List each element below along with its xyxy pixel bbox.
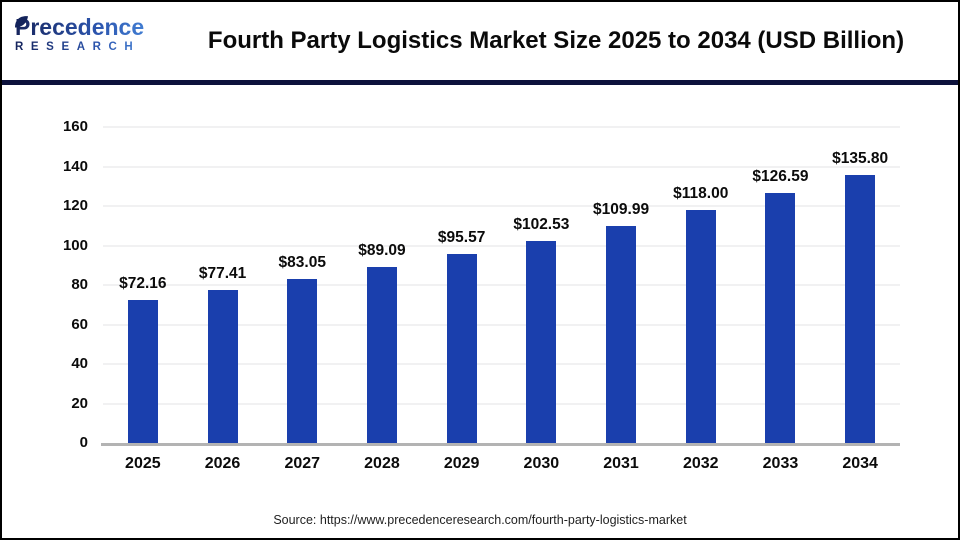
bar-value-label-2027: $83.05 xyxy=(278,253,326,271)
x-axis-line xyxy=(101,443,900,446)
x-tick-2033: 2033 xyxy=(762,455,799,472)
x-tick-2025: 2025 xyxy=(125,455,161,472)
leaf-icon xyxy=(14,7,29,33)
gridline-40 xyxy=(103,363,900,365)
gridline-160 xyxy=(103,126,900,128)
y-tick-120: 120 xyxy=(62,197,88,214)
bar-value-label-2030: $102.53 xyxy=(513,215,570,233)
gridline-140 xyxy=(103,165,900,168)
y-tick-140: 140 xyxy=(62,157,88,175)
x-tick-2028: 2028 xyxy=(364,455,400,472)
bar-value-label-2025: $72.16 xyxy=(119,275,167,293)
bar-2034 xyxy=(845,174,876,443)
gridline-60 xyxy=(103,323,900,326)
y-tick-0: 0 xyxy=(79,434,88,451)
y-tick-40: 40 xyxy=(71,355,88,372)
bar-2032 xyxy=(685,209,716,443)
bar-value-label-2026: $77.41 xyxy=(198,265,247,283)
bar-2028 xyxy=(366,267,397,443)
bar-value-label-2032: $118.00 xyxy=(673,184,729,202)
gridline-20 xyxy=(103,402,900,405)
y-tick-80: 80 xyxy=(71,276,88,293)
bar-2025 xyxy=(127,300,158,443)
logo-text-research: RESEARCH xyxy=(15,41,165,53)
x-tick-2026: 2026 xyxy=(204,455,241,472)
bar-2029 xyxy=(446,254,477,443)
x-tick-2031: 2031 xyxy=(603,455,639,472)
y-tick-20: 20 xyxy=(71,394,88,412)
source-text: Source: https://www.precedenceresearch.c… xyxy=(273,513,687,527)
x-tick-2027: 2027 xyxy=(284,455,321,472)
header-divider xyxy=(2,80,958,85)
y-tick-100: 100 xyxy=(62,236,88,254)
bar-value-label-2031: $109.99 xyxy=(593,200,650,218)
y-tick-60: 60 xyxy=(71,315,88,333)
bar-2033 xyxy=(765,193,796,443)
bar-chart-plot-area: $72.16 $77.41 $83.05 $89.09 $95.57 $102.53 $10… xyxy=(101,126,900,446)
precedence-research-logo: Precedence RESEARCH xyxy=(15,14,165,53)
bar-value-label-2034: $135.80 xyxy=(832,149,889,167)
bar-2027 xyxy=(287,278,318,443)
gridline-120 xyxy=(103,205,900,207)
logo-text-precedence: Precedence xyxy=(15,14,145,40)
bar-value-label-2028: $89.09 xyxy=(358,242,406,260)
bar-value-label-2029: $95.57 xyxy=(437,229,486,247)
bar-2030 xyxy=(526,240,557,443)
gridline-80 xyxy=(103,284,900,286)
bar-2031 xyxy=(606,225,637,443)
logo-wordmark: Precedence xyxy=(15,14,165,40)
bar-value-label-2033: $126.59 xyxy=(752,168,809,185)
chart-title: Fourth Party Logistics Market Size 2025 … xyxy=(207,27,905,54)
x-tick-2034: 2034 xyxy=(842,455,878,472)
x-tick-2032: 2032 xyxy=(682,455,719,472)
bar-2026 xyxy=(207,290,238,443)
header: Precedence RESEARCH Fourth Party Logisti… xyxy=(2,2,958,80)
x-tick-2030: 2030 xyxy=(523,455,560,472)
gridline-100 xyxy=(103,244,900,247)
x-tick-2029: 2029 xyxy=(443,455,480,472)
y-tick-160: 160 xyxy=(62,118,88,135)
